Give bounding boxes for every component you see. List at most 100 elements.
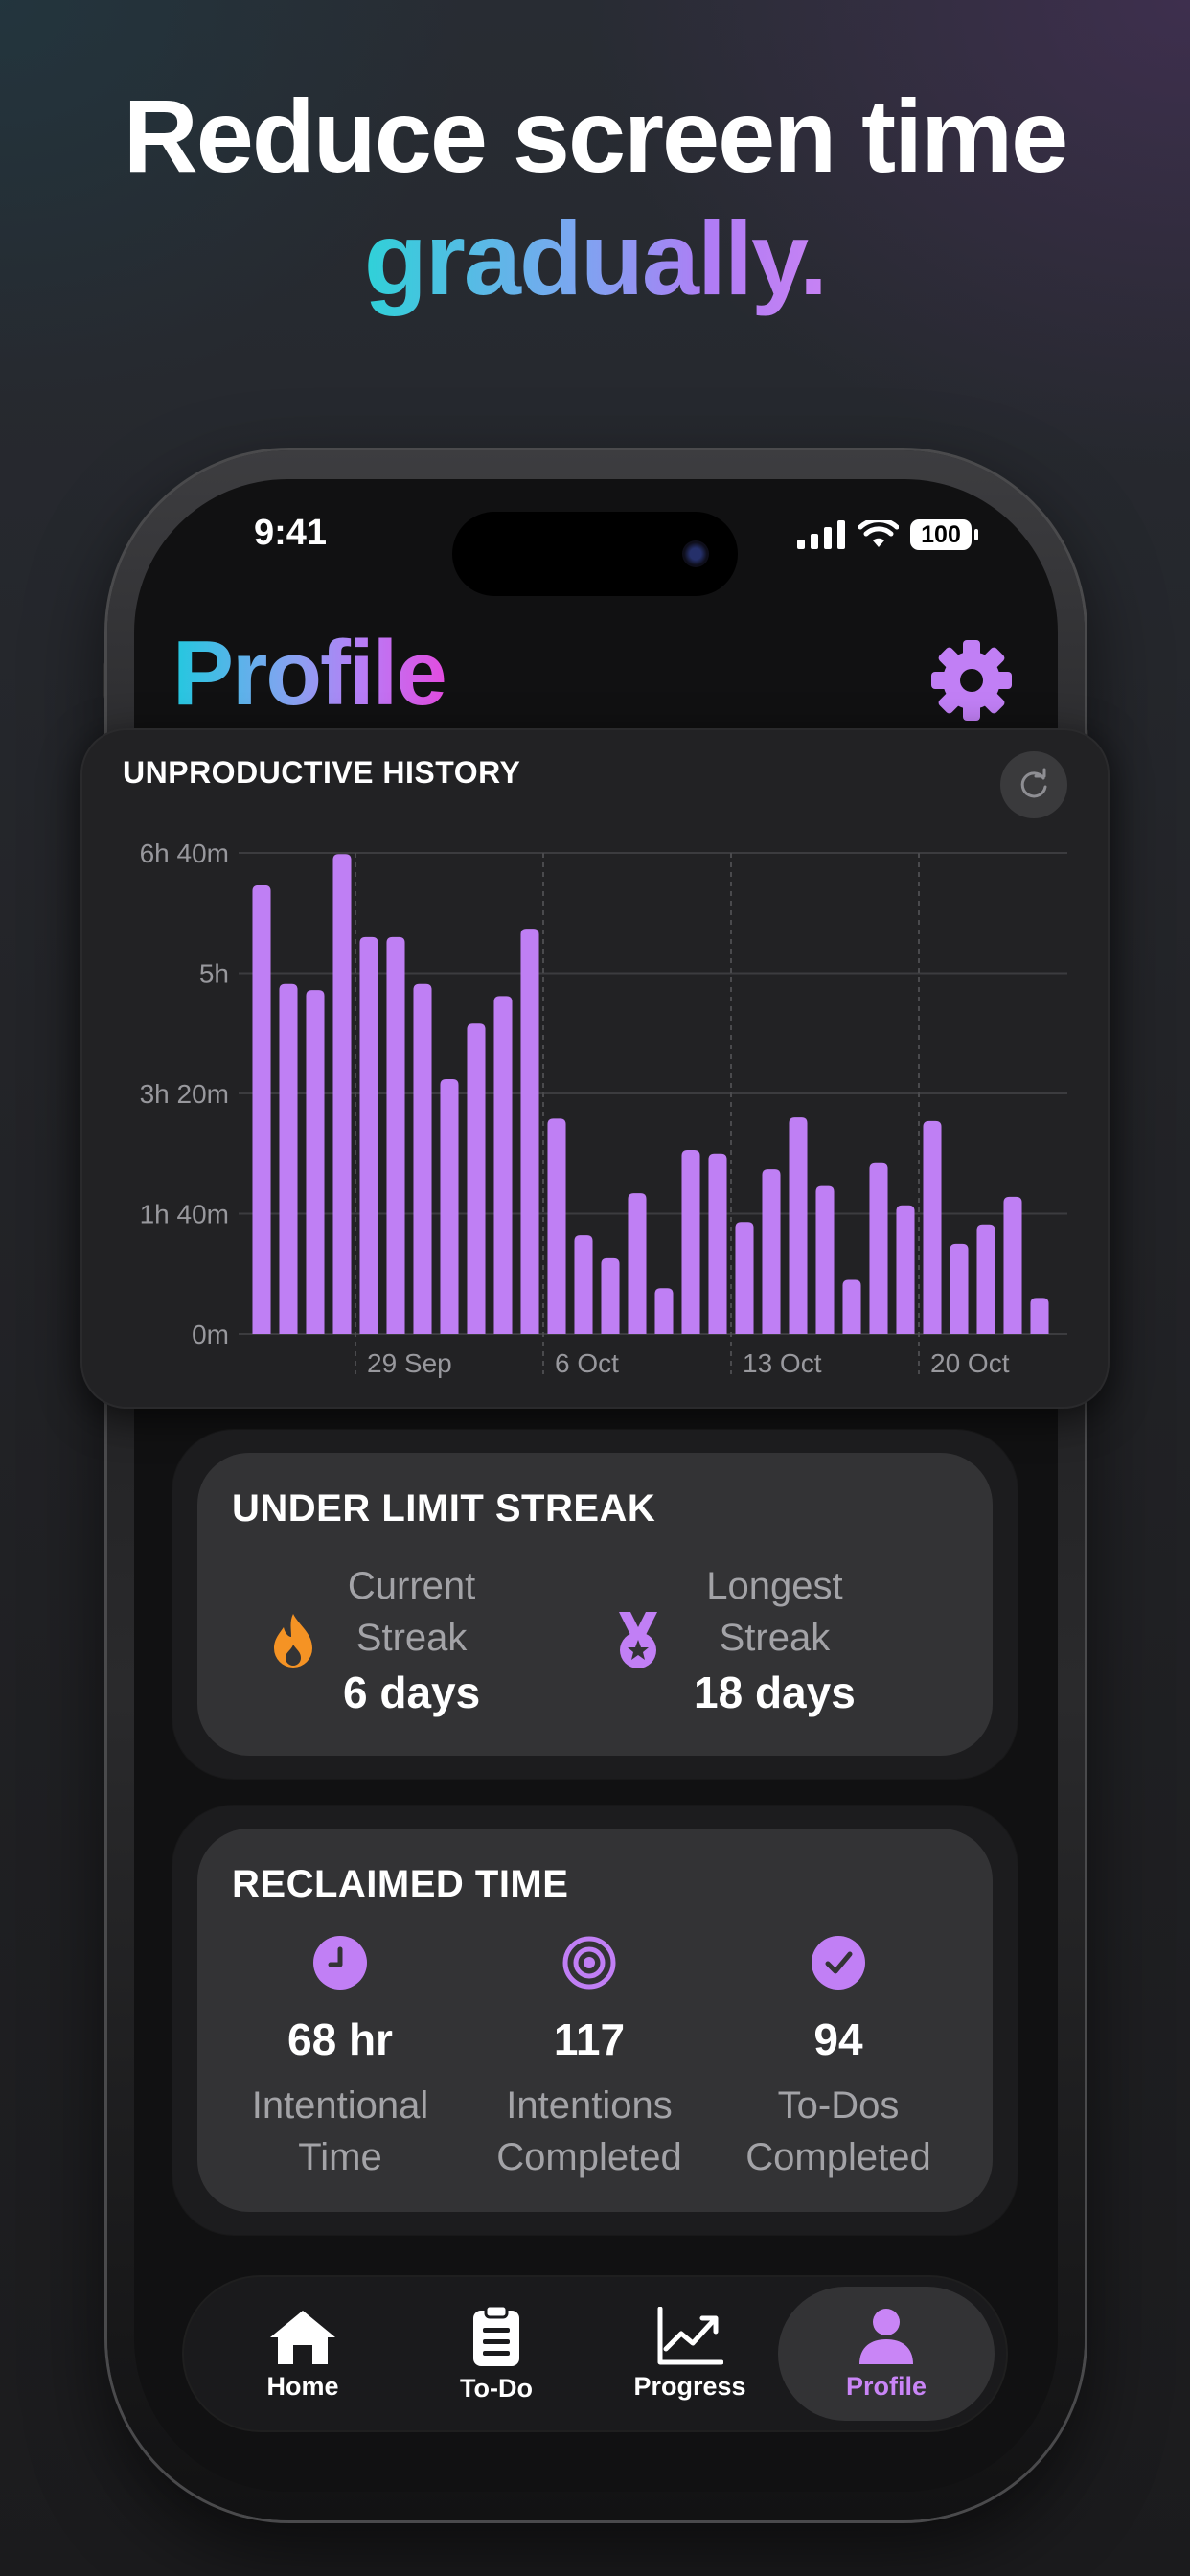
- battery-icon: 100: [910, 519, 978, 550]
- home-icon: [270, 2310, 335, 2364]
- streak-title: UNDER LIMIT STREAK: [232, 1487, 656, 1530]
- tab-bar: Home To-Do Progress Profile: [184, 2277, 1006, 2430]
- current-streak: Current Streak 6 days: [270, 1560, 480, 1721]
- y-tick-label: 1h 40m: [140, 1200, 229, 1230]
- x-tick-label: 6 Oct: [555, 1348, 619, 1378]
- camera-icon: [682, 540, 709, 567]
- chart-bar: [681, 1149, 700, 1334]
- headline: Reduce screen time gradually.: [0, 75, 1190, 320]
- tab-home[interactable]: Home: [207, 2287, 399, 2421]
- page-title: Profile: [172, 622, 447, 724]
- reclaimed-time-card: RECLAIMED TIME 68 hr Intentional Time 11…: [172, 1806, 1018, 2235]
- medal-icon: [619, 1612, 657, 1668]
- reclaimed-title: RECLAIMED TIME: [232, 1863, 569, 1905]
- chart-bar: [413, 983, 432, 1334]
- chart-bar: [1030, 1298, 1049, 1334]
- tab-progress-label: Progress: [633, 2371, 746, 2401]
- longest-streak-value: 18 days: [694, 1668, 856, 1717]
- chart-bar: [896, 1205, 915, 1334]
- tab-todo[interactable]: To-Do: [400, 2287, 592, 2421]
- tab-profile-label: Profile: [845, 2371, 927, 2401]
- checkmark-icon: [812, 1936, 865, 1990]
- chart-bar: [520, 929, 539, 1334]
- settings-button[interactable]: [927, 636, 1016, 724]
- chart-bar: [547, 1118, 566, 1334]
- chart-bar: [815, 1185, 835, 1334]
- reclaimed-item-intentional-time: 68 hr Intentional Time: [225, 1936, 455, 2183]
- tab-home-label: Home: [266, 2371, 339, 2401]
- todos-label-2: Completed: [745, 2136, 931, 2178]
- streak-card: UNDER LIMIT STREAK Current Streak 6 days…: [172, 1430, 1018, 1779]
- current-streak-label-1: Current: [347, 1565, 476, 1607]
- todos-value: 94: [813, 2014, 863, 2064]
- chart-bar: [386, 936, 405, 1334]
- intentional-time-value: 68 hr: [287, 2014, 393, 2064]
- chart-bar: [332, 854, 352, 1334]
- target-icon: [562, 1936, 616, 1990]
- longest-streak-label-1: Longest: [706, 1565, 843, 1607]
- intentions-label-2: Completed: [496, 2136, 682, 2178]
- status-time: 9:41: [254, 513, 328, 553]
- intentions-value: 117: [553, 2014, 626, 2064]
- chart-title: UNPRODUCTIVE HISTORY: [123, 755, 521, 790]
- chart-bar: [762, 1169, 781, 1334]
- longest-streak-label-2: Streak: [719, 1617, 831, 1659]
- chart-bar: [654, 1288, 674, 1334]
- chart-bar: [1003, 1196, 1022, 1334]
- x-tick-label: 29 Sep: [367, 1348, 452, 1378]
- x-tick-label: 20 Oct: [930, 1348, 1010, 1378]
- clock-icon: [313, 1936, 367, 1990]
- chart-bar: [789, 1117, 808, 1334]
- chart-bar: [842, 1279, 861, 1334]
- reclaimed-item-todos: 94 To-Dos Completed: [723, 1936, 953, 2183]
- history-bar-chart: 0m 1h 40m 3h 20m 5h 6h 40m 29 Sep 6 Oct 13 Oct 2…: [140, 839, 1067, 1378]
- headline-line2: gradually.: [364, 197, 828, 320]
- cellular-signal-icon: [797, 520, 845, 549]
- chart-bar: [467, 1024, 486, 1334]
- unproductive-history-card: UNPRODUCTIVE HISTORY 0m 1h 40m 3h 20m 5h 6h …: [80, 728, 1110, 1409]
- clipboard-icon: [473, 2304, 519, 2366]
- chart-bar: [279, 983, 298, 1334]
- chart-bar: [735, 1222, 754, 1334]
- intentional-time-label-1: Intentional: [251, 2084, 429, 2127]
- reclaimed-item-intentions: 117 Intentions Completed: [474, 1936, 704, 2183]
- chart-bar: [252, 885, 271, 1334]
- y-tick-label: 3h 20m: [140, 1079, 229, 1109]
- intentional-time-label-2: Time: [298, 2136, 382, 2178]
- chart-bar: [574, 1235, 593, 1334]
- current-streak-label-2: Streak: [355, 1617, 468, 1659]
- chart-bar: [708, 1153, 727, 1334]
- tab-profile[interactable]: Profile: [778, 2287, 995, 2421]
- chart-icon: [657, 2306, 723, 2364]
- chart-bar: [869, 1162, 888, 1334]
- current-streak-value: 6 days: [343, 1668, 481, 1717]
- person-icon: [859, 2308, 913, 2364]
- flame-icon: [274, 1614, 312, 1668]
- reclaimed-time-card-inner: RECLAIMED TIME 68 hr Intentional Time 11…: [197, 1828, 993, 2212]
- chart-bar: [628, 1193, 647, 1334]
- y-tick-label: 5h: [199, 959, 229, 989]
- longest-streak: Longest Streak 18 days: [611, 1560, 856, 1721]
- todos-label-1: To-Dos: [777, 2084, 900, 2127]
- status-icons: 100: [797, 518, 978, 552]
- intentions-label-1: Intentions: [506, 2084, 673, 2127]
- chart-bar: [950, 1243, 969, 1334]
- tab-progress[interactable]: Progress: [594, 2287, 786, 2421]
- refresh-button[interactable]: [1000, 751, 1067, 818]
- tab-todo-label: To-Do: [460, 2373, 533, 2403]
- x-tick-label: 13 Oct: [743, 1348, 822, 1378]
- headline-line1: Reduce screen time: [123, 78, 1068, 194]
- refresh-icon: [1020, 768, 1047, 798]
- chart-bar: [359, 936, 378, 1334]
- gear-icon: [931, 640, 1012, 721]
- y-tick-label: 0m: [192, 1320, 229, 1349]
- chart-bar: [601, 1257, 620, 1334]
- chart-bar: [306, 990, 325, 1334]
- streak-card-inner: UNDER LIMIT STREAK Current Streak 6 days…: [197, 1453, 993, 1756]
- chart-bar: [440, 1078, 459, 1334]
- battery-level: 100: [921, 520, 961, 548]
- y-tick-label: 6h 40m: [140, 839, 229, 868]
- chart-bar: [923, 1120, 942, 1334]
- wifi-icon: [858, 520, 899, 547]
- chart-bar: [493, 996, 513, 1334]
